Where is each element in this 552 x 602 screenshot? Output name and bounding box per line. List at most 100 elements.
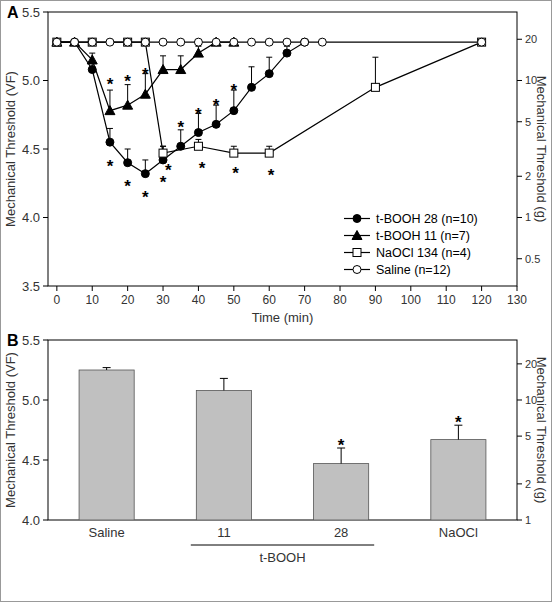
x-tick-label: 40 xyxy=(192,293,206,307)
point xyxy=(159,38,167,46)
point xyxy=(177,38,185,46)
y-tick xyxy=(43,460,48,461)
y2-tick-label: 5 xyxy=(525,430,531,442)
error-cap xyxy=(249,66,255,67)
y-tick-label: 5.0 xyxy=(22,73,40,88)
x-tick-label: 50 xyxy=(227,293,241,307)
x-tick xyxy=(56,286,57,291)
point xyxy=(88,38,96,46)
point xyxy=(88,66,96,74)
figure: 3.54.04.55.05.50.51251020Mechanical Thre… xyxy=(0,0,552,602)
significance-mark: * xyxy=(142,65,149,84)
x-tick-label: 0 xyxy=(54,293,61,307)
error-cap xyxy=(125,149,131,150)
x-tick-label: 30 xyxy=(156,293,170,307)
y2-tick-label: 1 xyxy=(525,514,531,526)
point xyxy=(141,170,149,178)
plot-frame xyxy=(48,12,517,286)
error-cap xyxy=(89,53,95,54)
point xyxy=(176,65,186,74)
point xyxy=(230,149,238,157)
x-tick-label: 80 xyxy=(333,293,347,307)
x-tick-label: 60 xyxy=(263,293,277,307)
x-tick-label: 11 xyxy=(217,525,231,540)
panel-label: B xyxy=(7,332,19,349)
x-tick xyxy=(446,286,447,291)
x-tick-label: 28 xyxy=(334,525,348,540)
point xyxy=(71,38,79,46)
point xyxy=(248,83,256,91)
significance-mark: * xyxy=(455,413,462,432)
point xyxy=(194,38,202,46)
point xyxy=(158,65,168,74)
x-tick xyxy=(304,286,305,291)
point xyxy=(124,38,132,46)
point xyxy=(478,38,486,46)
error-stem xyxy=(223,378,224,390)
y-tick-label: 4.0 xyxy=(22,513,40,528)
error-cap xyxy=(160,146,166,147)
significance-mark: * xyxy=(213,96,220,115)
significance-mark: * xyxy=(195,105,202,124)
y2-tick xyxy=(517,399,522,400)
y-axis-title: Mechanical Threshold (VF) xyxy=(3,352,18,508)
x-tick xyxy=(481,286,482,291)
y2-tick-label: 1 xyxy=(525,211,531,223)
y2-tick-label: 2 xyxy=(525,478,531,490)
y2-tick xyxy=(517,217,522,218)
point xyxy=(124,159,132,167)
bar xyxy=(431,440,486,520)
panel-B: 4.04.55.05.51251020Mechanical Threshold … xyxy=(3,332,549,565)
y-tick xyxy=(43,149,48,150)
point xyxy=(53,38,61,46)
y-tick-label: 4.5 xyxy=(22,453,40,468)
point xyxy=(123,100,133,109)
error-cap xyxy=(160,55,166,56)
error-stem xyxy=(375,57,376,87)
y2-axis-title: Mechanical Threshold (g) xyxy=(534,76,549,222)
bar xyxy=(314,464,369,520)
y-tick xyxy=(43,340,48,341)
legend-marker xyxy=(353,215,361,223)
y-tick xyxy=(43,520,48,521)
significance-mark: * xyxy=(142,188,149,207)
x-tick xyxy=(410,286,411,291)
plot-frame xyxy=(48,340,517,520)
x-tick-label: NaOCl xyxy=(439,525,478,540)
x-tick xyxy=(127,286,128,291)
bar xyxy=(196,390,251,520)
legend-label: t-BOOH 28 (n=10) xyxy=(376,212,478,226)
y-tick xyxy=(43,12,48,13)
point xyxy=(248,38,256,46)
point xyxy=(265,70,273,78)
significance-mark: * xyxy=(107,157,114,176)
y-tick-label: 4.5 xyxy=(22,142,40,157)
point xyxy=(141,38,149,46)
legend-marker xyxy=(352,231,362,240)
point xyxy=(212,120,220,128)
y-tick xyxy=(43,286,48,287)
error-bar xyxy=(103,368,111,370)
y2-tick xyxy=(517,363,522,364)
error-cap xyxy=(220,378,228,379)
error-cap xyxy=(195,139,201,140)
y2-tick-label: 20 xyxy=(525,33,537,45)
point xyxy=(52,37,62,46)
x-tick xyxy=(340,286,341,291)
y2-tick xyxy=(517,80,522,81)
error-bar xyxy=(372,57,378,87)
error-cap xyxy=(178,55,184,56)
y-tick xyxy=(43,217,48,218)
point xyxy=(230,38,238,46)
point xyxy=(283,49,291,57)
error-cap xyxy=(266,146,272,147)
point xyxy=(124,38,132,46)
point xyxy=(194,142,202,150)
x-tick-label: 90 xyxy=(369,293,383,307)
point xyxy=(301,38,309,46)
y2-tick xyxy=(517,520,522,521)
y-tick-label: 3.5 xyxy=(22,279,40,294)
point xyxy=(106,38,114,46)
x-tick xyxy=(269,286,270,291)
x-axis-title: Time (min) xyxy=(252,310,314,325)
